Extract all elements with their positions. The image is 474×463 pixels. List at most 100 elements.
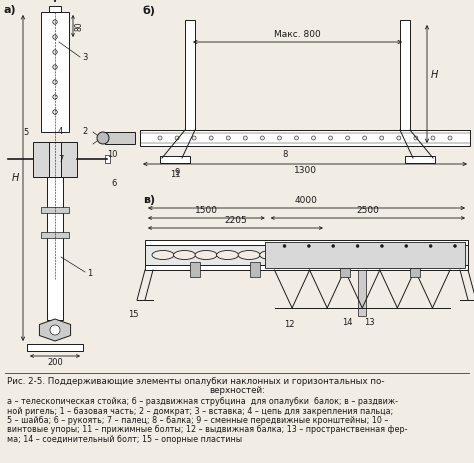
Text: 1500: 1500 [195,206,218,215]
Text: в): в) [143,195,155,205]
Text: H: H [431,70,438,80]
Circle shape [448,136,452,140]
Text: винтовые упоры; 11 – прижимные болты; 12 – выдвижная балка; 13 – пространственна: винтовые упоры; 11 – прижимные болты; 12… [7,425,408,434]
Circle shape [381,244,383,248]
Circle shape [363,136,367,140]
Text: 200: 200 [47,358,63,367]
Circle shape [53,50,57,54]
Circle shape [158,136,162,140]
Circle shape [328,136,333,140]
Circle shape [431,136,435,140]
Text: ма; 14 – соединительный болт; 15 – опорные пластины: ма; 14 – соединительный болт; 15 – опорн… [7,435,242,444]
Circle shape [192,136,196,140]
Bar [33,142,77,177]
Circle shape [53,80,57,84]
Circle shape [397,136,401,140]
Circle shape [429,244,432,248]
Circle shape [346,136,350,140]
Circle shape [294,136,299,140]
Bar [190,262,200,277]
Circle shape [356,244,359,248]
Circle shape [311,136,316,140]
Bar [185,20,195,130]
Text: H: H [12,173,19,183]
Bar [27,344,83,351]
Text: Макс. 800: Макс. 800 [274,30,321,39]
Bar [41,207,69,213]
Ellipse shape [173,250,196,259]
Bar [41,12,69,132]
Bar [358,270,366,316]
Bar [249,262,259,277]
Circle shape [226,136,230,140]
Text: 2205: 2205 [224,216,247,225]
Bar [145,265,468,270]
Ellipse shape [260,250,282,259]
Bar [49,142,61,177]
Text: Рис. 2-5. Поддерживающие элементы опалубки наклонных и горизонтальных по-: Рис. 2-5. Поддерживающие элементы опалуб… [7,377,384,386]
Text: 2: 2 [82,127,87,136]
Circle shape [277,136,282,140]
Text: 4: 4 [58,127,63,136]
Text: 5 – шайба; 6 – рукоять; 7 – палец; 8 – балка; 9 – сменные передвижные кронштейны: 5 – шайба; 6 – рукоять; 7 – палец; 8 – б… [7,416,388,425]
Text: верхностей:: верхностей: [209,386,265,395]
Circle shape [260,136,264,140]
Ellipse shape [152,250,174,259]
Ellipse shape [217,250,238,259]
Text: 9: 9 [175,168,180,177]
Circle shape [53,110,57,114]
Text: 80: 80 [75,21,84,31]
Text: ной ригель; 1 – базовая часть; 2 – домкрат; 3 – вставка; 4 – цепь для закреплени: ной ригель; 1 – базовая часть; 2 – домкр… [7,407,393,415]
Circle shape [53,95,57,99]
Text: 15: 15 [128,310,138,319]
Circle shape [414,136,418,140]
Bar [145,245,468,265]
Circle shape [307,244,310,248]
Text: 14: 14 [342,318,352,327]
Text: 1: 1 [87,269,92,277]
Text: а – телескопическая стойка; б – раздвижная струбцина  для опалубки  балок; в – р: а – телескопическая стойка; б – раздвижн… [7,397,398,406]
Bar [145,240,468,245]
Text: 13: 13 [364,318,375,327]
Ellipse shape [238,250,260,259]
Circle shape [97,132,109,144]
Polygon shape [39,319,71,341]
Text: 7: 7 [58,155,64,163]
Circle shape [243,136,247,140]
Text: 1300: 1300 [293,166,317,175]
Bar [105,132,135,144]
Circle shape [50,325,60,335]
Bar [105,155,110,163]
Text: 11: 11 [170,170,181,179]
Text: 12: 12 [284,320,295,329]
Circle shape [209,136,213,140]
Text: 4000: 4000 [295,196,318,205]
Bar [405,156,435,163]
Circle shape [405,244,408,248]
Bar [41,232,69,238]
Text: 3: 3 [82,54,87,63]
Circle shape [53,20,57,24]
Text: 5: 5 [24,128,29,137]
Ellipse shape [195,250,217,259]
Circle shape [380,136,384,140]
Bar [47,177,63,320]
Text: 10: 10 [107,150,117,159]
Bar [160,156,190,163]
Circle shape [53,35,57,39]
Bar [140,130,470,146]
Circle shape [454,244,456,248]
Bar [400,20,410,130]
Bar [339,262,349,277]
Circle shape [53,65,57,69]
Text: 8: 8 [283,150,288,159]
Text: а): а) [4,5,17,15]
Text: 6: 6 [111,179,117,188]
Circle shape [175,136,179,140]
Text: б): б) [143,5,156,15]
Bar [264,242,465,268]
Bar [49,6,61,12]
Text: 2500: 2500 [356,206,379,215]
Circle shape [332,244,335,248]
Circle shape [283,244,286,248]
